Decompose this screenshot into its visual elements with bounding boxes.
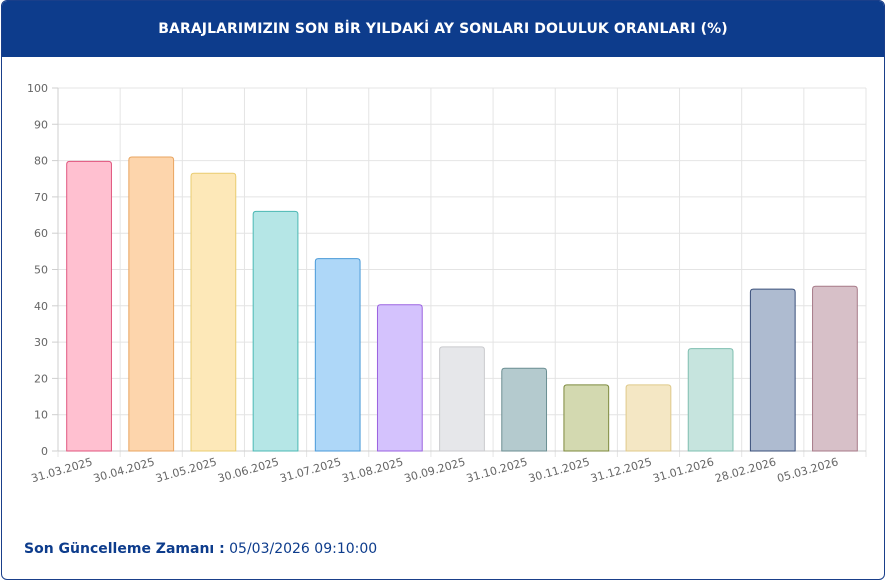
- chart-title: BARAJLARIMIZIN SON BİR YILDAKİ AY SONLAR…: [158, 21, 728, 37]
- bar: [66, 160, 112, 452]
- y-tick-label: 50: [34, 264, 48, 277]
- y-tick-label: 10: [34, 409, 48, 422]
- x-tick-label: 31.05.2025: [154, 455, 218, 485]
- last-update-value: 05/03/2026 09:10:00: [229, 541, 378, 557]
- y-tick-label: 90: [34, 118, 48, 131]
- last-update-label: Son Güncelleme Zamanı :: [24, 541, 225, 557]
- bar: [252, 210, 299, 452]
- y-tick-label: 100: [27, 82, 48, 95]
- bar: [439, 346, 485, 452]
- chart-header: BARAJLARIMIZIN SON BİR YILDAKİ AY SONLAR…: [2, 1, 884, 57]
- y-tick-label: 40: [34, 300, 48, 313]
- bar: [687, 348, 734, 452]
- y-tick-label: 80: [34, 155, 48, 168]
- x-tick-label: 31.08.2025: [341, 455, 405, 485]
- y-tick-label: 30: [34, 336, 48, 349]
- last-update: Son Güncelleme Zamanı : 05/03/2026 09:10…: [24, 541, 377, 557]
- x-tick-label: 30.11.2025: [527, 455, 591, 485]
- bar: [376, 304, 423, 452]
- x-tick-label: 31.10.2025: [465, 455, 529, 485]
- x-tick-label: 28.02.2026: [713, 455, 777, 485]
- bar: [314, 258, 361, 452]
- bar-chart: 0 10 20 30 40 50 60 70 80 90 100 31.03.202530.04.20…: [27, 82, 867, 485]
- bar: [812, 285, 858, 452]
- x-tick-label: 31.12.2025: [589, 455, 653, 485]
- bar: [128, 156, 175, 452]
- x-tick-label: 30.06.2025: [216, 455, 280, 485]
- x-tick-label: 31.01.2026: [651, 455, 715, 485]
- y-tick-label: 60: [34, 227, 48, 240]
- bar: [563, 384, 610, 452]
- chart-area: 0 10 20 30 40 50 60 70 80 90 100 31.03.2025 30.04.20…: [2, 57, 884, 497]
- y-tick-label: 20: [34, 372, 48, 385]
- x-tick-label: 05.03.2026: [776, 455, 840, 485]
- x-tick-label: 31.03.2025: [30, 455, 94, 485]
- bar: [749, 288, 796, 452]
- bar: [190, 172, 237, 452]
- x-tick-label: 30.09.2025: [403, 455, 467, 485]
- x-tick-label: 30.04.2025: [92, 455, 156, 485]
- bar: [501, 367, 548, 452]
- bar: [625, 384, 672, 452]
- x-tick-label: 31.07.2025: [278, 455, 342, 485]
- y-tick-label: 70: [34, 191, 48, 204]
- y-tick-label: 0: [41, 445, 48, 458]
